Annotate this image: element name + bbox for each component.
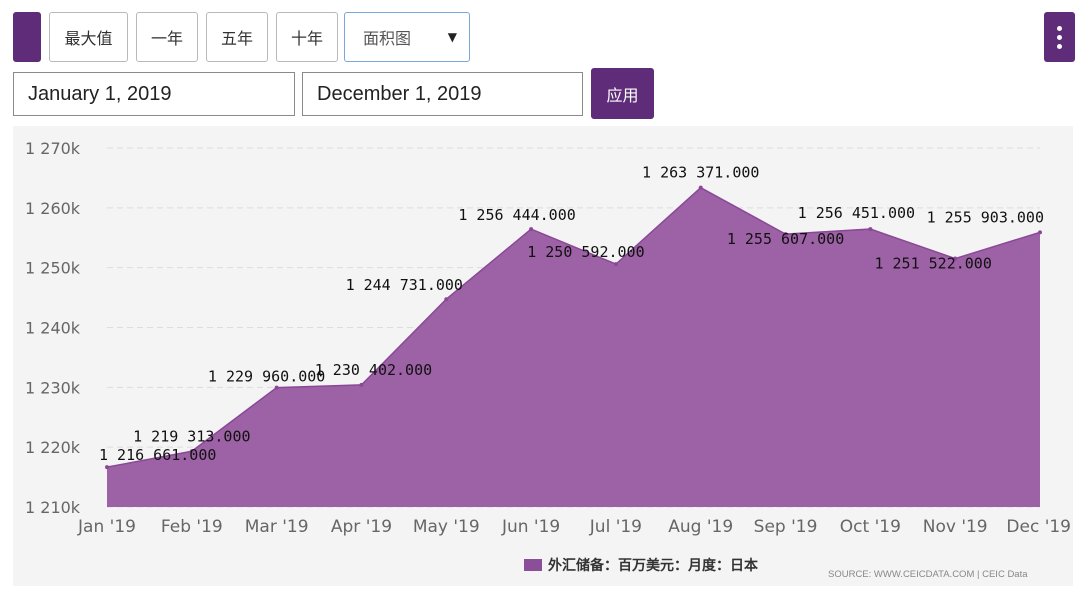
x-tick-label: May '19 xyxy=(413,517,480,537)
data-label: 1 244 731.000 xyxy=(346,276,463,294)
kebab-dot-icon xyxy=(1057,34,1062,40)
data-label: 1 251 522.000 xyxy=(874,255,991,273)
source-credit: SOURCE: WWW.CEICDATA.COM | CEIC Data xyxy=(828,569,1028,580)
data-label: 1 230 402.000 xyxy=(315,361,432,379)
data-point xyxy=(444,297,449,302)
x-tick-label: Sep '19 xyxy=(754,517,818,537)
date-to-input[interactable]: December 1, 2019 xyxy=(302,72,583,116)
x-tick-label: Apr '19 xyxy=(331,517,392,537)
kebab-dot-icon xyxy=(1057,25,1062,31)
chart-type-select[interactable]: 面积图 ▼ xyxy=(344,12,470,62)
data-label: 1 216 661.000 xyxy=(99,446,216,464)
range-max-button[interactable]: 最大值 xyxy=(49,12,128,62)
x-tick-label: Oct '19 xyxy=(840,517,901,537)
series-line xyxy=(106,186,1041,468)
x-tick-label: Feb '19 xyxy=(161,517,223,537)
range-10y-button[interactable]: 十年 xyxy=(276,12,338,62)
data-point xyxy=(953,256,958,261)
data-point xyxy=(868,227,873,232)
x-tick-label: Jul '19 xyxy=(589,517,642,537)
kebab-dot-icon xyxy=(1057,43,1062,49)
data-point xyxy=(1038,230,1042,235)
data-label: 1 255 903.000 xyxy=(927,208,1044,226)
apply-button[interactable]: 应用 xyxy=(591,68,654,119)
data-label: 1 256 444.000 xyxy=(458,206,575,224)
chart-panel: 1 210k 1 220k 1 230k 1 240k 1 250k 1 260k 1 27… xyxy=(13,126,1073,586)
data-point xyxy=(613,262,618,267)
menu-button[interactable] xyxy=(13,12,41,62)
y-tick-label: 1 240k xyxy=(25,319,81,338)
data-label: 1 256 451.000 xyxy=(798,204,915,222)
area-chart: 1 210k 1 220k 1 230k 1 240k 1 250k 1 260k 1 27… xyxy=(25,139,1071,537)
legend-label: 外汇储备：百万美元：月度：日本 xyxy=(548,558,758,574)
caret-down-icon: ▼ xyxy=(447,30,457,44)
data-point xyxy=(189,449,194,454)
legend-swatch xyxy=(524,559,542,571)
data-label: 1 263 371.000 xyxy=(642,164,759,182)
data-point xyxy=(529,227,534,232)
data-point xyxy=(783,232,788,237)
data-label: 1 250 592.000 xyxy=(527,243,644,261)
x-tick-label: Aug '19 xyxy=(668,517,733,537)
y-tick-label: 1 260k xyxy=(25,199,81,218)
y-tick-label: 1 250k xyxy=(25,259,81,278)
date-from-input[interactable]: January 1, 2019 xyxy=(13,72,295,116)
x-tick-label: Jan '19 xyxy=(77,517,136,537)
x-tick-label: Mar '19 xyxy=(245,517,309,537)
data-point xyxy=(274,385,279,390)
chart-type-value: 面积图 xyxy=(363,29,412,48)
y-tick-label: 1 230k xyxy=(25,378,81,397)
data-point xyxy=(359,382,364,387)
y-tick-label: 1 210k xyxy=(25,498,81,517)
data-label: 1 229 960.000 xyxy=(208,368,325,386)
data-label: 1 255 607.000 xyxy=(727,230,844,248)
data-point xyxy=(105,465,109,470)
x-tick-label: Dec '19 xyxy=(1006,517,1071,537)
legend[interactable]: 外汇储备：百万美元：月度：日本 xyxy=(524,555,758,575)
range-5y-button[interactable]: 五年 xyxy=(206,12,268,62)
y-tick-label: 1 220k xyxy=(25,438,81,457)
x-tick-label: Jun '19 xyxy=(501,517,560,537)
x-tick-label: Nov '19 xyxy=(923,517,988,537)
data-label: 1 219 313.000 xyxy=(133,427,250,445)
y-tick-label: 1 270k xyxy=(25,139,81,158)
data-point xyxy=(698,185,703,190)
range-1y-button[interactable]: 一年 xyxy=(136,12,198,62)
more-options-button[interactable] xyxy=(1044,12,1075,62)
series-area xyxy=(107,187,1040,507)
